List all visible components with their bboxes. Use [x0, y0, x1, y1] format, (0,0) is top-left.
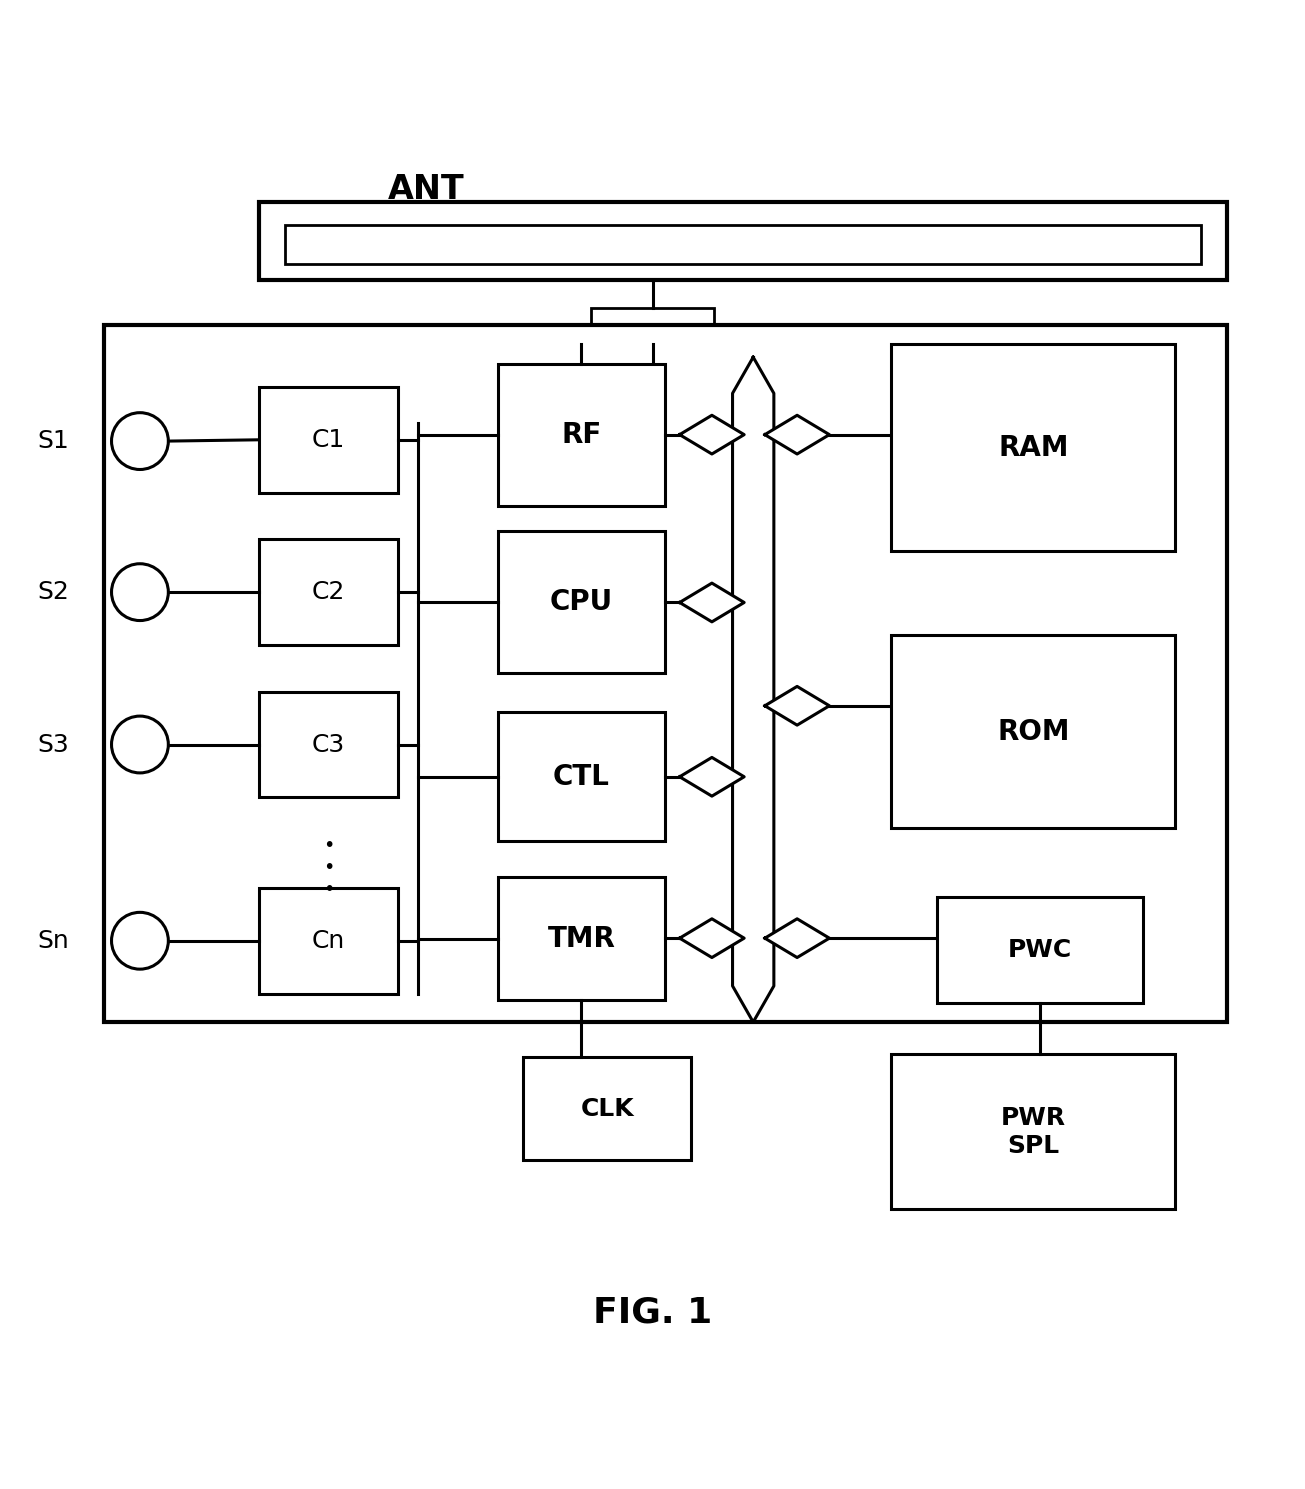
- Polygon shape: [765, 919, 830, 957]
- Polygon shape: [680, 584, 744, 622]
- Bar: [258, 887, 398, 993]
- Text: RF: RF: [561, 420, 602, 448]
- Bar: [284, 225, 1201, 264]
- Text: Cn: Cn: [312, 929, 345, 953]
- Text: CLK: CLK: [581, 1096, 634, 1121]
- Bar: [891, 634, 1176, 828]
- Text: •
•
•: • • •: [322, 835, 334, 899]
- Circle shape: [111, 412, 168, 469]
- Polygon shape: [680, 758, 744, 797]
- Bar: [891, 344, 1176, 551]
- Bar: [258, 691, 398, 798]
- Polygon shape: [680, 919, 744, 957]
- Circle shape: [111, 913, 168, 969]
- Bar: [937, 896, 1143, 1002]
- Bar: [258, 539, 398, 645]
- Text: PWR
SPL: PWR SPL: [1001, 1106, 1066, 1158]
- Bar: [891, 1054, 1176, 1209]
- Bar: [591, 308, 714, 344]
- Text: C3: C3: [312, 733, 345, 756]
- Text: Sn: Sn: [37, 929, 69, 953]
- Bar: [258, 387, 398, 493]
- Bar: [497, 877, 666, 1001]
- Text: CPU: CPU: [549, 588, 613, 616]
- Circle shape: [111, 564, 168, 621]
- Polygon shape: [680, 415, 744, 454]
- Polygon shape: [765, 686, 830, 725]
- Text: ANT: ANT: [388, 173, 465, 205]
- Polygon shape: [765, 415, 830, 454]
- Text: S1: S1: [37, 429, 69, 453]
- Circle shape: [111, 716, 168, 773]
- Bar: [497, 532, 666, 673]
- Text: C1: C1: [312, 427, 345, 451]
- Bar: [497, 363, 666, 506]
- Text: PWC: PWC: [1007, 938, 1071, 962]
- Text: RAM: RAM: [998, 433, 1069, 462]
- Text: TMR: TMR: [548, 925, 616, 953]
- Bar: [497, 712, 666, 841]
- Bar: [104, 325, 1227, 1021]
- Text: FIG. 1: FIG. 1: [592, 1295, 713, 1330]
- Text: S2: S2: [37, 581, 69, 605]
- Text: ROM: ROM: [997, 718, 1070, 746]
- Bar: [258, 203, 1227, 280]
- Text: C2: C2: [312, 581, 345, 605]
- Bar: [523, 1057, 692, 1160]
- Text: CTL: CTL: [553, 762, 609, 791]
- Polygon shape: [732, 357, 774, 1021]
- Text: S3: S3: [37, 733, 69, 756]
